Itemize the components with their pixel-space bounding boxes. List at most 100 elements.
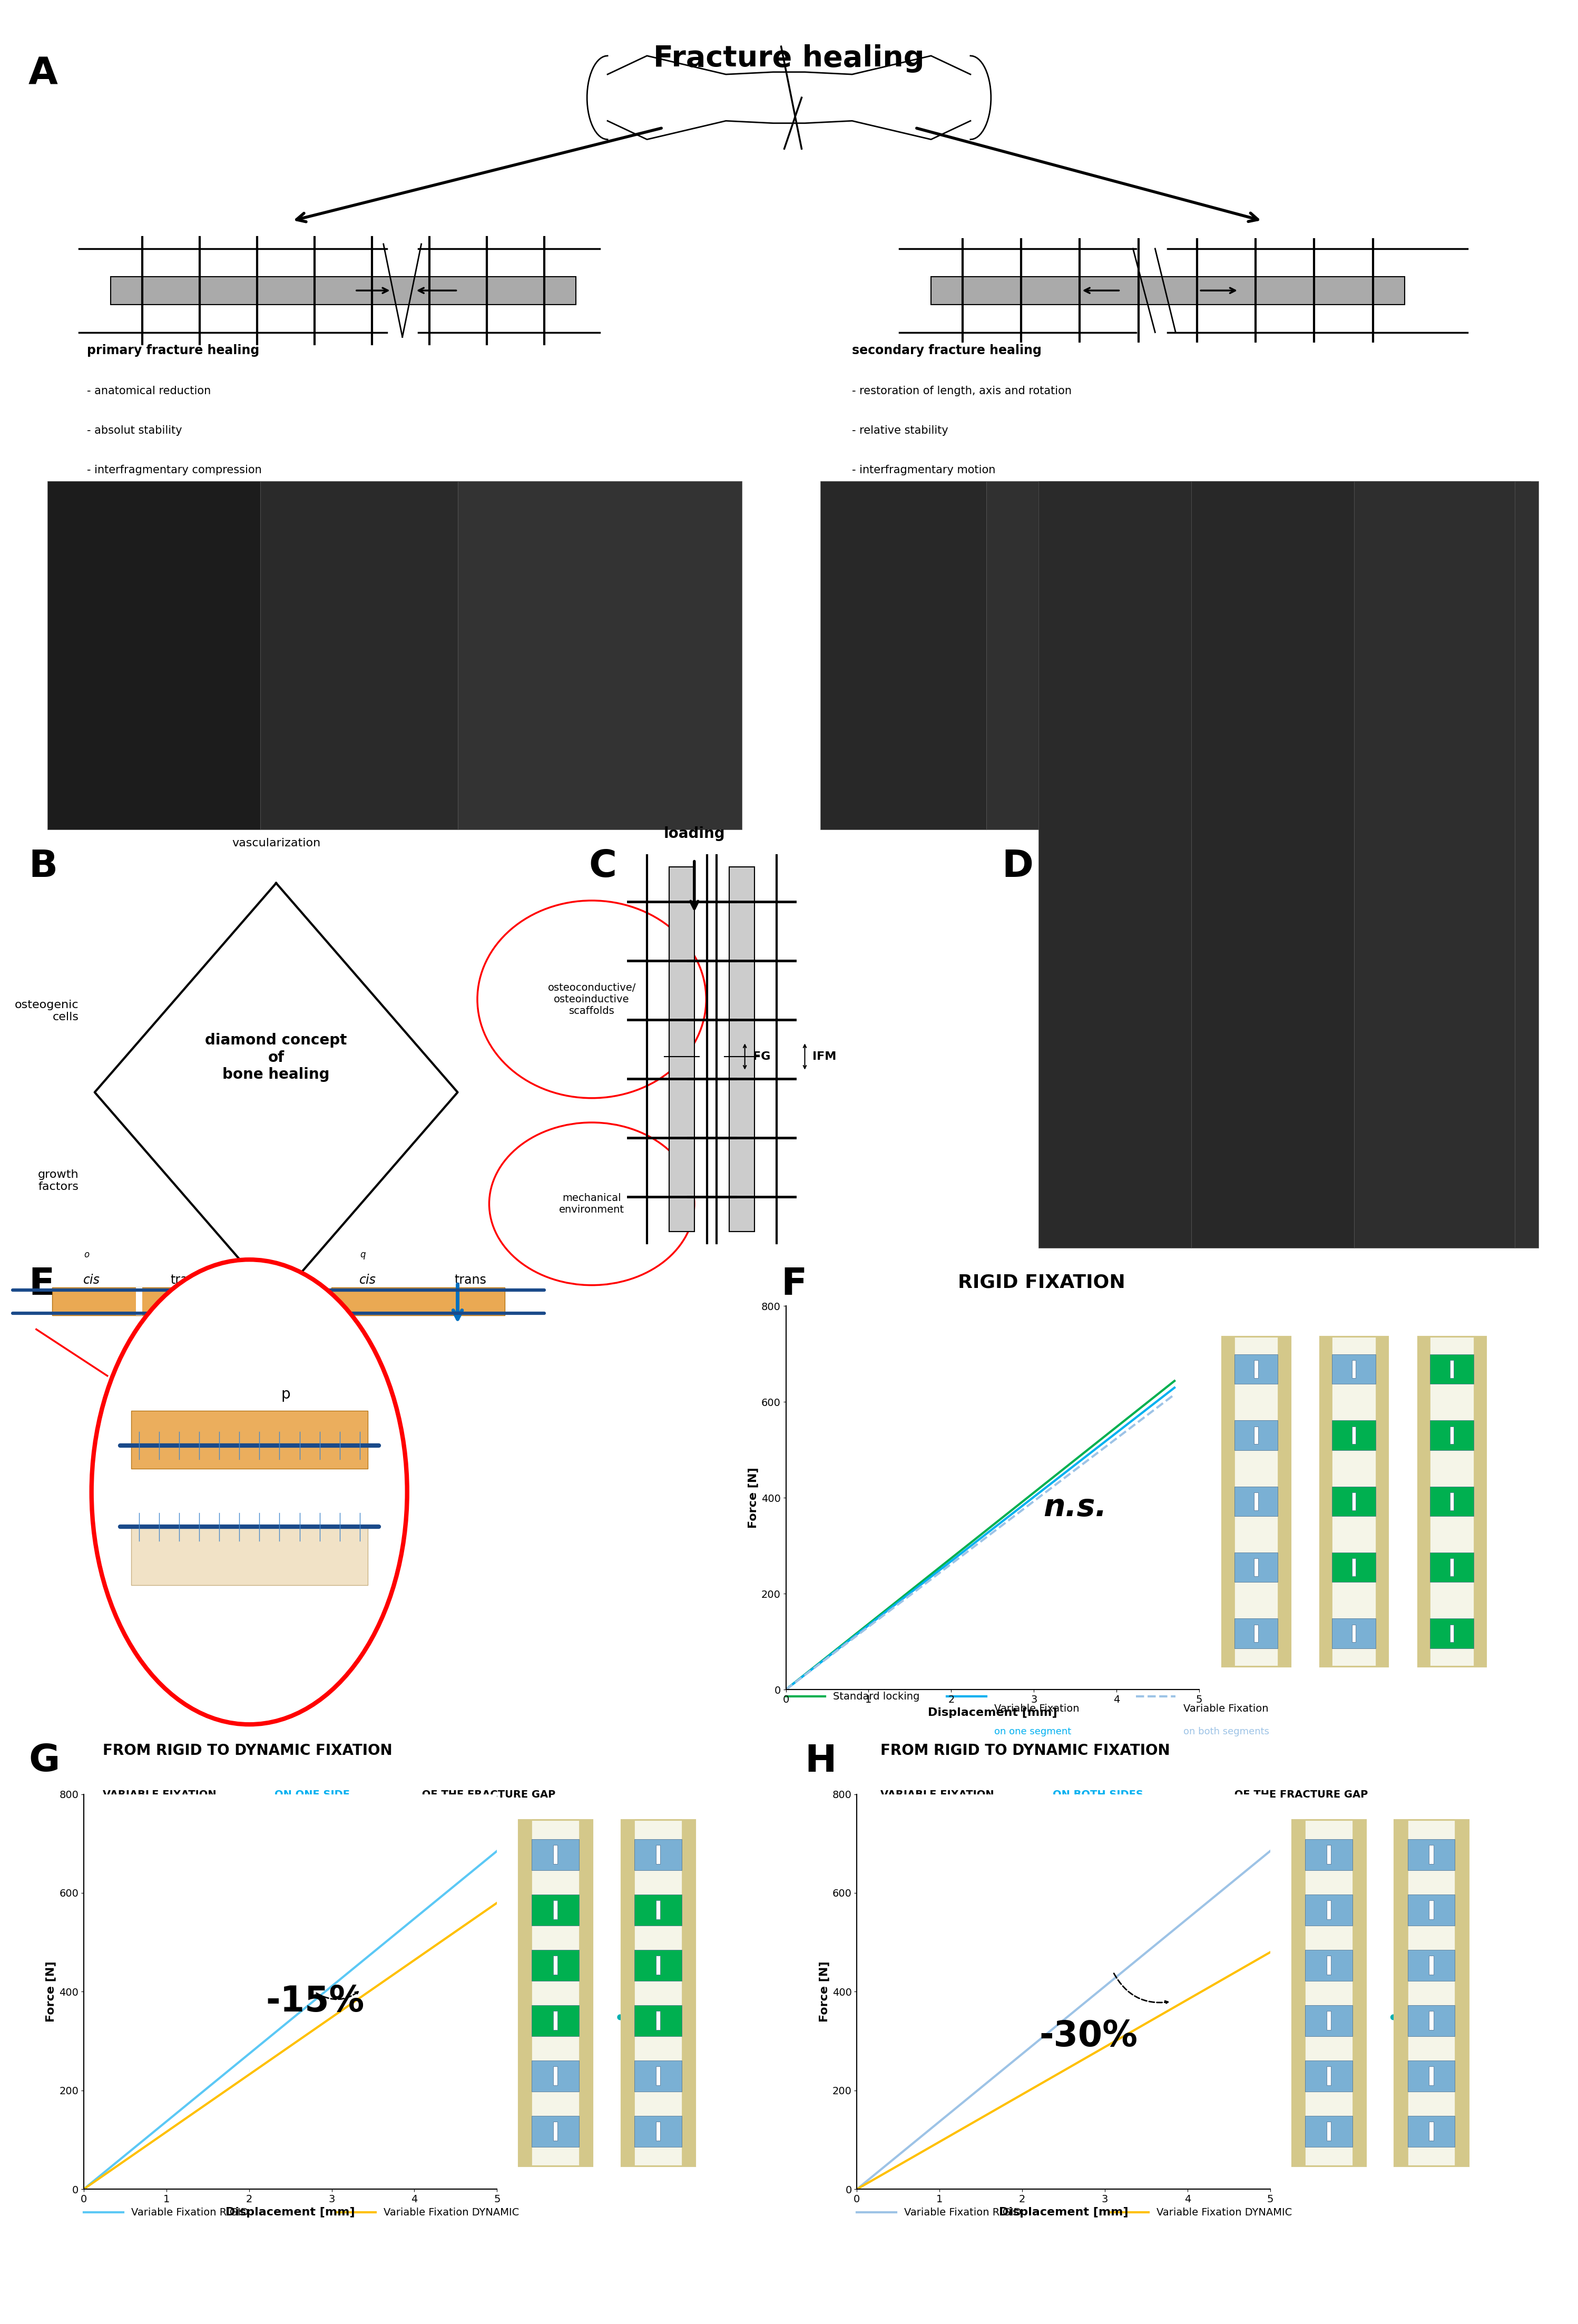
Bar <box>532 1838 579 1871</box>
Text: - interfragmentary compression: - interfragmentary compression <box>87 465 262 476</box>
Bar <box>1305 1838 1352 1871</box>
Bar <box>1408 1950 1455 1980</box>
Bar <box>554 2010 557 2029</box>
Text: cis: cis <box>84 1274 99 1285</box>
Bar <box>1305 1894 1352 1924</box>
Bar <box>931 277 1404 304</box>
Bar <box>1408 1894 1455 1924</box>
Bar <box>1292 1820 1305 2166</box>
Text: osteoconductive/
osteoinductive
scaffolds: osteoconductive/ osteoinductive scaffold… <box>548 983 636 1016</box>
Bar <box>1255 1559 1258 1576</box>
Bar <box>1234 1355 1278 1385</box>
Text: Variable Fixation RIGID: Variable Fixation RIGID <box>904 2208 1021 2217</box>
Text: mechanical
environment: mechanical environment <box>559 1192 625 1215</box>
Bar <box>634 2006 682 2036</box>
Bar <box>669 867 694 1232</box>
Text: q: q <box>360 1250 366 1260</box>
Bar <box>1255 1624 1258 1643</box>
Bar <box>1305 1950 1352 1980</box>
Text: Standard locking: Standard locking <box>833 1692 920 1701</box>
Text: ON BOTH SIDES: ON BOTH SIDES <box>1053 1789 1142 1799</box>
Bar <box>656 2010 660 2029</box>
Bar <box>1262 481 1397 830</box>
Text: cis: cis <box>360 1274 376 1285</box>
X-axis label: Displacement [mm]: Displacement [mm] <box>928 1708 1057 1717</box>
Bar <box>579 1820 592 2166</box>
Circle shape <box>92 1260 407 1724</box>
Bar <box>554 2122 557 2140</box>
Bar <box>1255 1360 1258 1378</box>
Bar <box>1408 2006 1455 2036</box>
Text: primary fracture healing: primary fracture healing <box>87 344 259 356</box>
Text: C: C <box>589 848 617 885</box>
Bar <box>656 1957 660 1975</box>
Text: OF THE FRACTURE GAP: OF THE FRACTURE GAP <box>1231 1789 1368 1799</box>
Text: - interfragmentary motion: - interfragmentary motion <box>852 465 996 476</box>
Bar <box>1327 1957 1330 1975</box>
Bar <box>1305 2061 1352 2092</box>
Bar <box>1327 1845 1330 1864</box>
Bar <box>532 2061 579 2092</box>
Bar <box>458 481 742 830</box>
Bar <box>656 2122 660 2140</box>
Bar <box>532 1894 579 1924</box>
Bar <box>1430 1618 1474 1648</box>
Bar <box>1332 1618 1376 1648</box>
Bar <box>1450 1559 1453 1576</box>
Bar <box>1352 1624 1356 1643</box>
Bar <box>1352 1492 1356 1511</box>
Bar <box>554 1845 557 1864</box>
Text: - restoration of length, axis and rotation: - restoration of length, axis and rotati… <box>852 386 1071 397</box>
Bar <box>1128 481 1262 830</box>
Bar <box>110 277 576 304</box>
Bar <box>1430 2122 1433 2140</box>
Bar <box>1352 1559 1356 1576</box>
Bar <box>1332 1420 1376 1450</box>
Bar <box>1221 1336 1234 1666</box>
Bar <box>1234 1420 1278 1450</box>
Text: trans: trans <box>454 1274 486 1285</box>
Bar <box>1408 2115 1455 2147</box>
Bar <box>1332 1552 1376 1583</box>
Bar <box>1327 2066 1330 2085</box>
Bar <box>1354 481 1515 1248</box>
Text: FG: FG <box>753 1050 770 1062</box>
Bar <box>554 1901 557 1920</box>
Bar <box>1319 1336 1332 1666</box>
Bar <box>634 1894 682 1924</box>
Text: Variable Fixation DYNAMIC: Variable Fixation DYNAMIC <box>1157 2208 1292 2217</box>
Bar <box>1352 1820 1365 2166</box>
Text: Variable Fixation RIGID: Variable Fixation RIGID <box>131 2208 248 2217</box>
Bar <box>47 481 260 830</box>
X-axis label: Displacement [mm]: Displacement [mm] <box>226 2208 355 2217</box>
Bar <box>1352 1360 1356 1378</box>
Bar <box>554 1957 557 1975</box>
Bar <box>52 1287 226 1315</box>
Polygon shape <box>95 883 458 1301</box>
Bar <box>634 1838 682 1871</box>
Bar <box>519 1820 532 2166</box>
Bar <box>1408 2061 1455 2092</box>
Text: -15%: -15% <box>265 1985 365 2020</box>
Text: VARIABLE FIXATION: VARIABLE FIXATION <box>881 1789 997 1799</box>
Bar <box>532 2115 579 2147</box>
Bar <box>1430 1901 1433 1920</box>
Text: trans: trans <box>170 1274 202 1285</box>
Bar <box>1417 1336 1430 1666</box>
Bar <box>1376 1336 1389 1666</box>
Bar <box>1278 1336 1291 1666</box>
Text: A: A <box>28 56 58 93</box>
Y-axis label: Force [N]: Force [N] <box>748 1466 759 1529</box>
Text: - anatomical reduction: - anatomical reduction <box>87 386 211 397</box>
Text: FROM RIGID TO DYNAMIC FIXATION: FROM RIGID TO DYNAMIC FIXATION <box>103 1743 393 1757</box>
Bar <box>1255 1427 1258 1443</box>
Ellipse shape <box>477 899 707 1099</box>
Bar <box>1430 1420 1474 1450</box>
Text: secondary fracture healing: secondary fracture healing <box>852 344 1041 356</box>
Bar <box>821 481 986 830</box>
Text: RIGID FIXATION: RIGID FIXATION <box>958 1274 1125 1292</box>
Text: - relative stability: - relative stability <box>852 425 948 437</box>
Bar <box>1430 1355 1474 1385</box>
Text: -30%: -30% <box>1040 2020 1138 2054</box>
Text: diamond concept
of
bone healing: diamond concept of bone healing <box>205 1032 347 1083</box>
